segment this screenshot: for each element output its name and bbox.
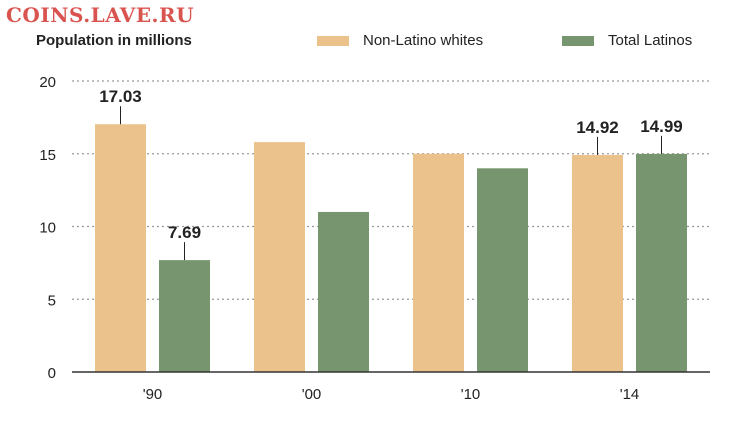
bar-non-latino-whites-1 — [254, 142, 305, 372]
x-tick-label-1: '00 — [302, 386, 322, 403]
legend-swatch-total-latinos — [562, 35, 594, 46]
data-label-0-0: 17.03 — [99, 87, 142, 106]
x-tick-label-2: '10 — [461, 386, 481, 403]
watermark-logo: COINS.LAVE.RU — [6, 3, 195, 27]
bar-non-latino-whites-3 — [572, 154, 623, 372]
legend-swatch-non-latino-whites — [317, 35, 349, 46]
y-tick-label-15: 15 — [39, 147, 56, 164]
legend-item-non-latino-whites: Non-Latino whites — [317, 32, 483, 49]
y-tick-label-5: 5 — [48, 292, 56, 309]
legend-item-total-latinos: Total Latinos — [562, 32, 692, 49]
bar-total-latinos-3 — [636, 153, 687, 372]
y-tick-label-0: 0 — [48, 365, 56, 382]
bar-non-latino-whites-2 — [413, 153, 464, 372]
data-label-1-0: 7.69 — [168, 223, 201, 242]
data-label-1-3: 14.99 — [640, 117, 683, 136]
bar-total-latinos-0 — [159, 260, 210, 372]
y-tick-label-10: 10 — [39, 220, 56, 237]
data-label-0-3: 14.92 — [576, 118, 619, 137]
y-tick-label-20: 20 — [39, 74, 56, 91]
x-tick-label-0: '90 — [143, 386, 163, 403]
bar-total-latinos-1 — [318, 211, 369, 372]
x-tick-label-3: '14 — [620, 386, 640, 403]
bar-non-latino-whites-0 — [95, 124, 146, 372]
y-axis-title: Population in millions — [36, 32, 192, 49]
bar-total-latinos-2 — [477, 168, 528, 372]
legend-label-total-latinos: Total Latinos — [608, 32, 693, 49]
legend-label-non-latino-whites: Non-Latino whites — [363, 32, 484, 49]
